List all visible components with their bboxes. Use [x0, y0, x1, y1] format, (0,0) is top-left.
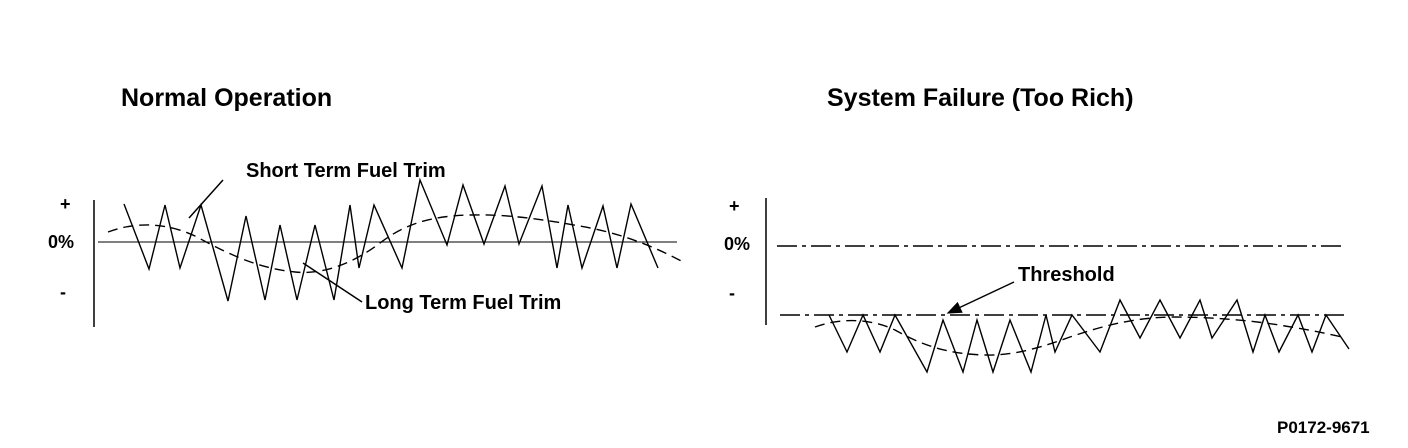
right-short-term-trace [828, 298, 1350, 375]
threshold-label: Threshold [1018, 264, 1115, 286]
short-term-callout-line [188, 179, 224, 219]
long-term-callout-line [302, 262, 363, 303]
left-long-term-trace [107, 214, 684, 274]
left-panel-title: Normal Operation [121, 84, 333, 112]
short-term-fuel-trim-label: Short Term Fuel Trim [246, 160, 446, 182]
right-panel-title: System Failure (Too Rich) [827, 84, 1134, 112]
right-long-term-trace [814, 316, 1347, 356]
left-axis-zero-label: 0% [48, 232, 75, 252]
left-axis-plus-label: + [60, 194, 71, 214]
right-axis-plus-label: + [729, 196, 740, 216]
right-axis-minus-label: - [729, 283, 735, 303]
left-axis-minus-label: - [60, 282, 66, 302]
threshold-callout-arrow [946, 281, 1015, 314]
left-short-term-trace [123, 177, 659, 302]
figure-code: P0172-9671 [1277, 418, 1370, 437]
long-term-fuel-trim-label: Long Term Fuel Trim [365, 292, 562, 314]
right-axis-zero-label: 0% [724, 234, 751, 254]
